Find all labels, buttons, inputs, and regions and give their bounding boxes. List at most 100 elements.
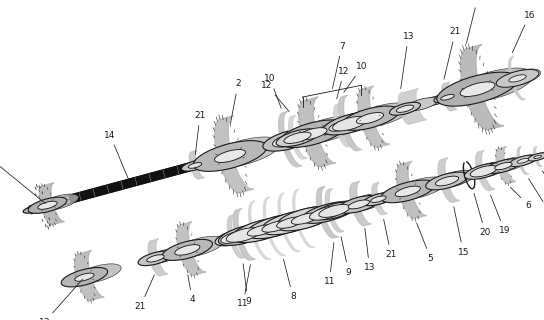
Ellipse shape — [162, 239, 213, 260]
Ellipse shape — [223, 223, 274, 244]
Text: 11: 11 — [324, 243, 335, 286]
Ellipse shape — [193, 140, 267, 172]
Ellipse shape — [341, 106, 399, 130]
Ellipse shape — [337, 196, 380, 213]
Ellipse shape — [396, 105, 414, 112]
Polygon shape — [299, 97, 336, 167]
Polygon shape — [325, 188, 344, 232]
Ellipse shape — [494, 163, 512, 170]
Ellipse shape — [276, 207, 334, 231]
Ellipse shape — [249, 214, 306, 238]
Ellipse shape — [284, 132, 311, 143]
Ellipse shape — [368, 191, 399, 204]
Ellipse shape — [517, 158, 529, 163]
Ellipse shape — [261, 211, 319, 235]
Ellipse shape — [465, 163, 503, 179]
Text: 19: 19 — [491, 195, 510, 235]
Polygon shape — [517, 147, 529, 174]
Text: 1: 1 — [0, 156, 45, 204]
Ellipse shape — [348, 200, 369, 209]
Ellipse shape — [277, 217, 304, 228]
Ellipse shape — [232, 218, 290, 243]
Ellipse shape — [460, 82, 495, 96]
Ellipse shape — [509, 75, 526, 82]
Ellipse shape — [332, 116, 367, 131]
Ellipse shape — [363, 193, 394, 206]
Ellipse shape — [486, 159, 521, 173]
Text: 10: 10 — [344, 62, 368, 92]
Text: 21: 21 — [135, 275, 154, 311]
Polygon shape — [233, 209, 255, 260]
Polygon shape — [263, 197, 285, 256]
Ellipse shape — [323, 112, 377, 135]
Ellipse shape — [226, 228, 261, 242]
Ellipse shape — [247, 225, 274, 236]
Ellipse shape — [219, 227, 262, 245]
Polygon shape — [534, 147, 542, 167]
Ellipse shape — [441, 94, 454, 100]
Ellipse shape — [452, 68, 534, 102]
Ellipse shape — [493, 157, 529, 171]
Ellipse shape — [327, 111, 382, 134]
Text: 5: 5 — [417, 223, 434, 263]
Ellipse shape — [221, 230, 252, 244]
Ellipse shape — [75, 264, 121, 283]
Ellipse shape — [302, 202, 352, 223]
Polygon shape — [350, 181, 372, 226]
Polygon shape — [177, 222, 206, 275]
Text: 2: 2 — [231, 79, 241, 123]
Ellipse shape — [307, 201, 357, 222]
Polygon shape — [69, 163, 191, 203]
Ellipse shape — [215, 228, 258, 246]
Text: 13: 13 — [39, 279, 83, 320]
Ellipse shape — [317, 201, 360, 219]
Ellipse shape — [310, 205, 344, 220]
Text: 20: 20 — [474, 193, 491, 237]
Ellipse shape — [344, 194, 387, 212]
Text: 12: 12 — [261, 81, 289, 112]
Polygon shape — [461, 44, 504, 130]
Text: 21: 21 — [194, 111, 206, 155]
Polygon shape — [442, 82, 457, 111]
Polygon shape — [148, 239, 168, 276]
Ellipse shape — [174, 236, 224, 257]
Ellipse shape — [509, 155, 536, 166]
Polygon shape — [249, 201, 270, 260]
Text: 18: 18 — [542, 171, 544, 211]
Ellipse shape — [234, 218, 292, 242]
Polygon shape — [289, 116, 307, 159]
Ellipse shape — [321, 117, 364, 134]
Text: 15: 15 — [454, 207, 469, 257]
Ellipse shape — [268, 127, 322, 150]
Text: 3: 3 — [466, 0, 481, 43]
Polygon shape — [39, 183, 64, 225]
Text: 8: 8 — [283, 259, 296, 301]
Ellipse shape — [262, 221, 289, 232]
Ellipse shape — [147, 255, 164, 262]
Text: 4: 4 — [188, 275, 195, 304]
Ellipse shape — [40, 194, 78, 210]
Polygon shape — [75, 250, 104, 300]
Polygon shape — [333, 103, 352, 147]
Ellipse shape — [353, 103, 411, 127]
Ellipse shape — [319, 204, 350, 217]
Ellipse shape — [276, 129, 319, 147]
Ellipse shape — [298, 128, 327, 140]
Ellipse shape — [511, 155, 539, 166]
Ellipse shape — [75, 273, 94, 281]
Ellipse shape — [294, 116, 360, 144]
Ellipse shape — [61, 268, 108, 287]
Ellipse shape — [407, 98, 438, 110]
Ellipse shape — [440, 90, 467, 101]
Ellipse shape — [370, 196, 386, 203]
Polygon shape — [227, 215, 246, 258]
Ellipse shape — [496, 69, 539, 87]
Ellipse shape — [138, 251, 173, 266]
Polygon shape — [438, 158, 460, 202]
Ellipse shape — [214, 149, 245, 163]
Ellipse shape — [329, 120, 356, 131]
Ellipse shape — [263, 129, 317, 151]
Ellipse shape — [470, 165, 497, 177]
Ellipse shape — [263, 210, 321, 234]
Polygon shape — [278, 193, 300, 252]
